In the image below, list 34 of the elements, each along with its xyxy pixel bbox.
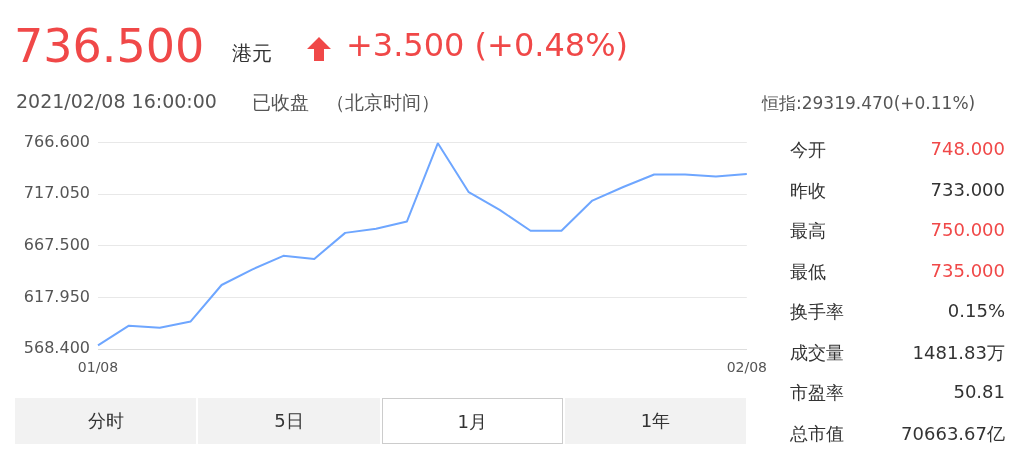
category-label: 最低 xyxy=(790,260,826,282)
text: 分时 xyxy=(15,398,197,444)
text: 50.81 xyxy=(953,381,1005,402)
category-label: 市盈率 xyxy=(790,382,844,403)
y-tick-label: 667.500 xyxy=(23,235,90,255)
text: +3.500 (+0.48%) xyxy=(346,26,629,64)
text: 1年 xyxy=(564,398,746,444)
category-label: 今开 xyxy=(790,139,826,160)
category-label: 最高 xyxy=(790,220,826,241)
text: 748.000 xyxy=(930,138,1005,159)
x-tick-label: 01/08 xyxy=(77,359,119,376)
text: 750.000 xyxy=(930,219,1005,240)
text: 港元 xyxy=(232,40,272,67)
chart-title: 736.500 xyxy=(14,18,205,74)
text: （北京时间） xyxy=(326,90,440,115)
text: 已收盘 xyxy=(252,90,309,115)
text: 5日 xyxy=(198,398,380,444)
category-label: 成交量 xyxy=(790,341,844,363)
text: 733.000 xyxy=(930,178,1005,200)
text: 恒指:29319.470(+0.11%) xyxy=(762,92,976,115)
y-tick-label: 568.400 xyxy=(23,338,90,358)
y-tick-label: 766.600 xyxy=(23,131,90,151)
text: 0.15% xyxy=(947,300,1005,321)
category-label: 换手率 xyxy=(790,301,844,322)
category-label: 总市值 xyxy=(790,422,844,444)
x-tick-label: 02/08 xyxy=(726,359,768,376)
category-label: 昨收 xyxy=(790,179,826,201)
text: 1月 xyxy=(381,398,563,444)
text: 70663.67亿 xyxy=(901,422,1005,444)
text: 2021/02/08 16:00:00 xyxy=(16,90,217,112)
y-tick-label: 717.050 xyxy=(23,183,90,203)
text: 1481.83万 xyxy=(912,341,1005,363)
y-tick-label: 617.950 xyxy=(23,286,90,306)
text: 735.000 xyxy=(930,259,1005,281)
